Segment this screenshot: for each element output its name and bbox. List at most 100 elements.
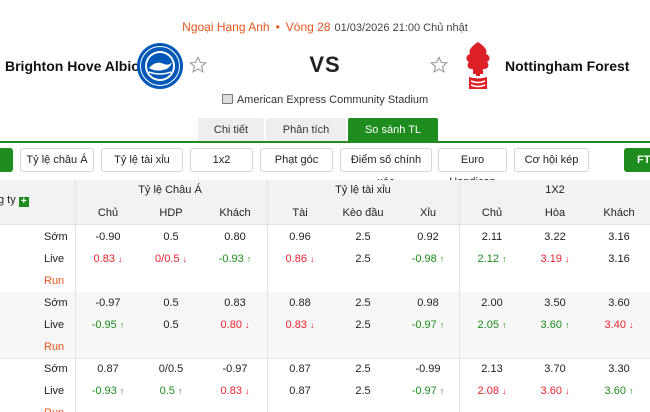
- odds-cell[interactable]: 2.11: [462, 226, 522, 248]
- filter-euro-handicap[interactable]: Euro Handicap: [438, 148, 507, 188]
- odds-value: 0.5: [163, 231, 179, 243]
- odds-cell[interactable]: 3.30: [589, 358, 649, 380]
- row-label: Sớm: [44, 363, 68, 375]
- odds-cell[interactable]: 3.22: [525, 226, 585, 248]
- odds-cell[interactable]: -0.99: [398, 358, 458, 380]
- odds-cell[interactable]: 0.83 ↓: [78, 248, 138, 270]
- odds-value: 0.5: [159, 385, 175, 397]
- odds-cell[interactable]: 0.5: [141, 226, 201, 248]
- odds-cell[interactable]: 0.83: [205, 292, 265, 314]
- odds-value: 0.83: [224, 297, 246, 309]
- odds-cell[interactable]: 2.00: [462, 292, 522, 314]
- run-link[interactable]: Run: [44, 402, 64, 412]
- odds-cell[interactable]: 2.05 ↑: [462, 314, 522, 336]
- odds-cell[interactable]: 0.96: [270, 226, 330, 248]
- odds-cell[interactable]: -0.93 ↑: [205, 248, 265, 270]
- odds-cell[interactable]: 3.16: [589, 226, 649, 248]
- stadium-name: American Express Community Stadium: [236, 94, 429, 106]
- odds-cell[interactable]: 3.19 ↓: [525, 248, 585, 270]
- odds-cell[interactable]: 3.50: [525, 292, 585, 314]
- league-name[interactable]: Ngoại Hạng Anh: [182, 20, 270, 34]
- odds-cell[interactable]: 3.70: [525, 358, 585, 380]
- odds-cell[interactable]: 0.5: [141, 314, 201, 336]
- odds-cell[interactable]: 2.5: [333, 380, 393, 402]
- odds-cell[interactable]: 0.98: [398, 292, 458, 314]
- filter-asian-handicap[interactable]: Tỷ lệ châu Á: [20, 148, 94, 172]
- match-info-line: Ngoại Hạng Anh • Vòng 28 01/03/2026 21:00 C…: [0, 20, 650, 34]
- odds-value: 3.16: [608, 253, 630, 265]
- brighton-logo-icon[interactable]: [136, 42, 184, 90]
- odds-cell[interactable]: -0.97 ↑: [398, 380, 458, 402]
- odds-cell[interactable]: 0.5: [141, 292, 201, 314]
- arrow-up-icon: ↑: [564, 320, 570, 330]
- match-datetime: 01/03/2026 21:00 Chủ nhật: [334, 22, 468, 34]
- odds-cell[interactable]: 2.5: [333, 358, 393, 380]
- nottingham-forest-logo-icon[interactable]: [461, 40, 495, 92]
- odds-cell[interactable]: -0.90: [78, 226, 138, 248]
- odds-cell[interactable]: 0/0.5: [141, 358, 201, 380]
- odds-cell[interactable]: -0.97 ↑: [398, 314, 458, 336]
- odds-value: 0/0.5: [158, 363, 184, 375]
- odds-cell[interactable]: 0.83 ↓: [205, 380, 265, 402]
- odds-cell[interactable]: 2.5: [333, 292, 393, 314]
- tab-odds-compare[interactable]: So sánh TL: [348, 118, 438, 142]
- odds-cell[interactable]: -0.98 ↑: [398, 248, 458, 270]
- odds-cell[interactable]: 0.87: [270, 358, 330, 380]
- filter-double-chance[interactable]: Cơ hội kép: [514, 148, 589, 172]
- odds-cell[interactable]: 0.92: [398, 226, 458, 248]
- arrow-up-icon: ↑: [501, 320, 507, 330]
- odds-cell[interactable]: 0.5 ↑: [141, 380, 201, 402]
- tab-details[interactable]: Chi tiết: [198, 118, 264, 142]
- odds-cell[interactable]: 0/0.5 ↓: [141, 248, 201, 270]
- filter-1x2[interactable]: 1x2: [190, 148, 253, 172]
- odds-cell[interactable]: -0.95 ↑: [78, 314, 138, 336]
- add-icon[interactable]: +: [18, 197, 29, 207]
- odds-value: 3.60: [608, 297, 630, 309]
- odds-cell[interactable]: 0.87: [270, 380, 330, 402]
- odds-cell[interactable]: 3.60 ↓: [525, 380, 585, 402]
- odds-cell[interactable]: -0.97: [78, 292, 138, 314]
- arrow-down-icon: ↓: [501, 386, 507, 396]
- odds-cell[interactable]: 0.80 ↓: [205, 314, 265, 336]
- odds-cell[interactable]: 2.13: [462, 358, 522, 380]
- odds-cell[interactable]: 0.80: [205, 226, 265, 248]
- odds-value: 2.00: [481, 297, 503, 309]
- odds-cell[interactable]: -0.93 ↑: [78, 380, 138, 402]
- column-divider: [75, 180, 76, 412]
- odds-cell[interactable]: 2.5: [333, 314, 393, 336]
- home-team-name[interactable]: Brighton Hove Albion: [5, 58, 149, 74]
- odds-cell[interactable]: 0.83 ↓: [270, 314, 330, 336]
- favorite-star-icon[interactable]: [189, 56, 207, 74]
- odds-cell[interactable]: 3.60 ↑: [525, 314, 585, 336]
- odds-cell[interactable]: 2.5: [333, 248, 393, 270]
- filter-corners[interactable]: Phạt góc: [260, 148, 333, 172]
- odds-cell[interactable]: 0.88: [270, 292, 330, 314]
- stadium-icon: [221, 94, 233, 104]
- odds-cell[interactable]: 3.40 ↓: [589, 314, 649, 336]
- filter-correct-score[interactable]: Điểm số chính xác: [340, 148, 432, 188]
- favorite-star-icon[interactable]: [430, 56, 448, 74]
- tab-analysis[interactable]: Phân tích: [266, 118, 346, 142]
- odds-cell[interactable]: 0.87: [78, 358, 138, 380]
- run-link[interactable]: Run: [44, 341, 65, 353]
- odds-value: 2.12: [477, 253, 499, 265]
- odds-value: 3.30: [608, 363, 630, 375]
- odds-cell[interactable]: 3.60: [589, 292, 649, 314]
- scroll-left-button[interactable]: [0, 148, 13, 172]
- col-line: Kèo đầu: [342, 207, 384, 219]
- ft-button[interactable]: FT: [624, 148, 650, 172]
- odds-value: 3.60: [540, 385, 562, 397]
- odds-cell[interactable]: 2.12 ↑: [462, 248, 522, 270]
- odds-cell[interactable]: 3.16: [589, 248, 649, 270]
- odds-value: 3.22: [544, 231, 566, 243]
- odds-cell[interactable]: 0.86 ↓: [270, 248, 330, 270]
- odds-cell[interactable]: 2.5: [333, 226, 393, 248]
- filter-over-under[interactable]: Tỷ lệ tài xỉu: [101, 148, 183, 172]
- odds-value: 2.11: [481, 231, 503, 243]
- arrow-up-icon: ↑: [439, 386, 445, 396]
- run-link[interactable]: Run: [44, 275, 65, 287]
- away-team-name[interactable]: Nottingham Forest: [505, 58, 630, 74]
- odds-cell[interactable]: 2.08 ↓: [462, 380, 522, 402]
- odds-cell[interactable]: 3.60 ↑: [589, 380, 649, 402]
- odds-cell[interactable]: -0.97: [205, 358, 265, 380]
